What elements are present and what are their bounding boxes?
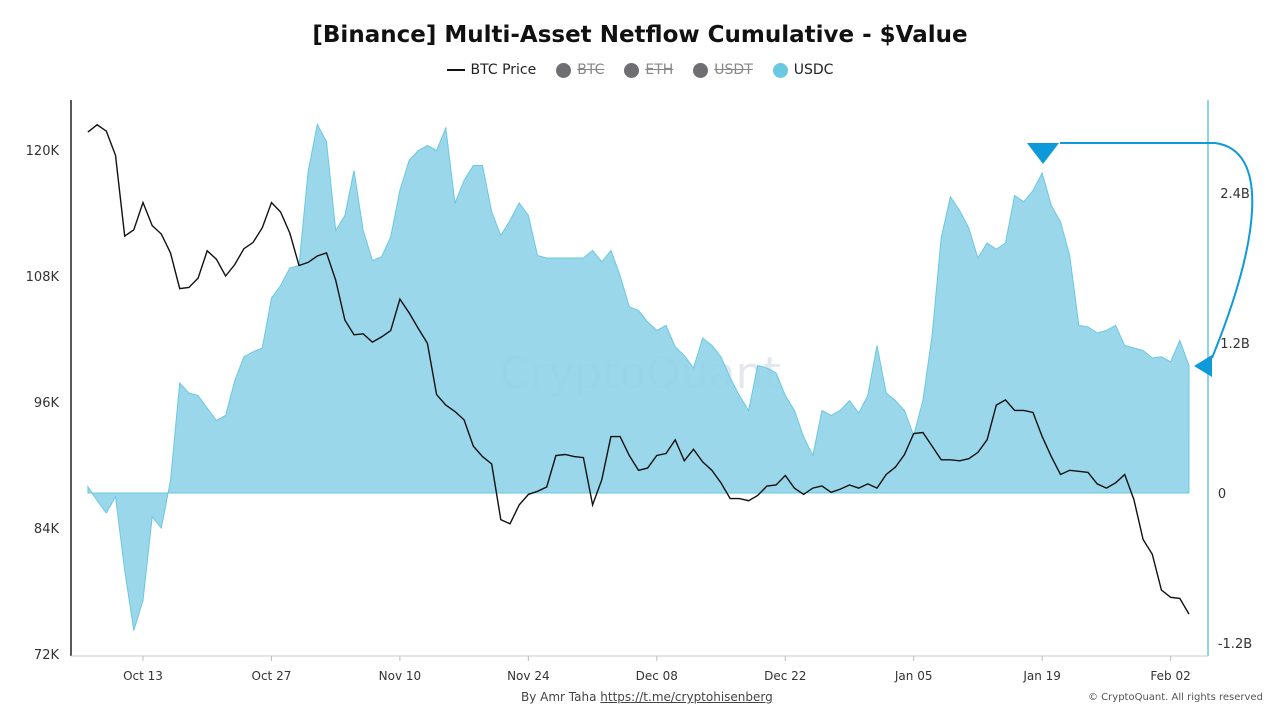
left-axis-tick-label: 84K (34, 522, 60, 537)
right-axis-tick-label: -1.2B (1218, 637, 1252, 652)
x-axis-tick-label: Oct 13 (123, 669, 163, 683)
x-axis-tick-label: Nov 24 (507, 669, 550, 683)
legend-item-eth[interactable]: ETH (624, 62, 673, 78)
left-axis-tick-label: 72K (34, 648, 60, 663)
legend-item-usdc[interactable]: USDC (772, 62, 834, 78)
author-text: By Amr Taha (521, 690, 597, 704)
x-axis-tick-label: Oct 27 (252, 669, 292, 683)
usdc-area (87, 122, 1190, 631)
footer-credit: By Amr Taha https://t.me/cryptohisenberg (521, 690, 773, 704)
current-value-triangle-icon (1194, 355, 1212, 377)
legend-item-btc[interactable]: BTC (556, 62, 604, 78)
legend-dot-marker (772, 62, 788, 78)
left-axis-tick-label: 108K (26, 270, 60, 285)
x-axis-tick-label: Nov 10 (379, 669, 422, 683)
annotation-arrow (1060, 142, 1254, 359)
legend-label: USDC (793, 62, 834, 78)
left-axis-tick-label: 96K (34, 396, 60, 411)
legend-line-marker (446, 69, 465, 71)
legend-label: BTC (577, 62, 605, 78)
legend-item-btc-price[interactable]: BTC Price (446, 62, 537, 78)
x-axis-tick-label: Feb 02 (1150, 669, 1190, 683)
chart-legend: BTC Price BTC ETH USDT USDC (0, 62, 1280, 78)
right-axis-tick-label: 1.2B (1220, 337, 1250, 352)
x-axis-tick-label: Jan 19 (1022, 669, 1061, 683)
legend-dot-marker (624, 62, 640, 78)
author-link[interactable]: https://t.me/cryptohisenberg (600, 690, 773, 704)
btc-price-line (87, 123, 1190, 615)
legend-label: ETH (645, 62, 674, 78)
legend-dot-marker (556, 62, 572, 78)
x-axis-tick-label: Dec 08 (636, 669, 678, 683)
x-axis-tick-label: Jan 05 (894, 669, 933, 683)
x-axis-tick-label: Dec 22 (764, 669, 806, 683)
chart-title: [Binance] Multi-Asset Netflow Cumulative… (312, 22, 968, 48)
legend-dot-marker (693, 62, 709, 78)
right-axis-tick-label: 0 (1218, 487, 1226, 502)
copyright-text: © CryptoQuant. All rights reserved (1088, 692, 1263, 703)
legend-item-usdt[interactable]: USDT (693, 62, 753, 78)
legend-label: USDT (714, 62, 753, 78)
right-axis-tick-label: 2.4B (1220, 187, 1250, 202)
left-axis-tick-label: 120K (26, 144, 60, 159)
legend-label: BTC Price (470, 62, 537, 78)
peak-marker-triangle-icon (1027, 143, 1059, 164)
